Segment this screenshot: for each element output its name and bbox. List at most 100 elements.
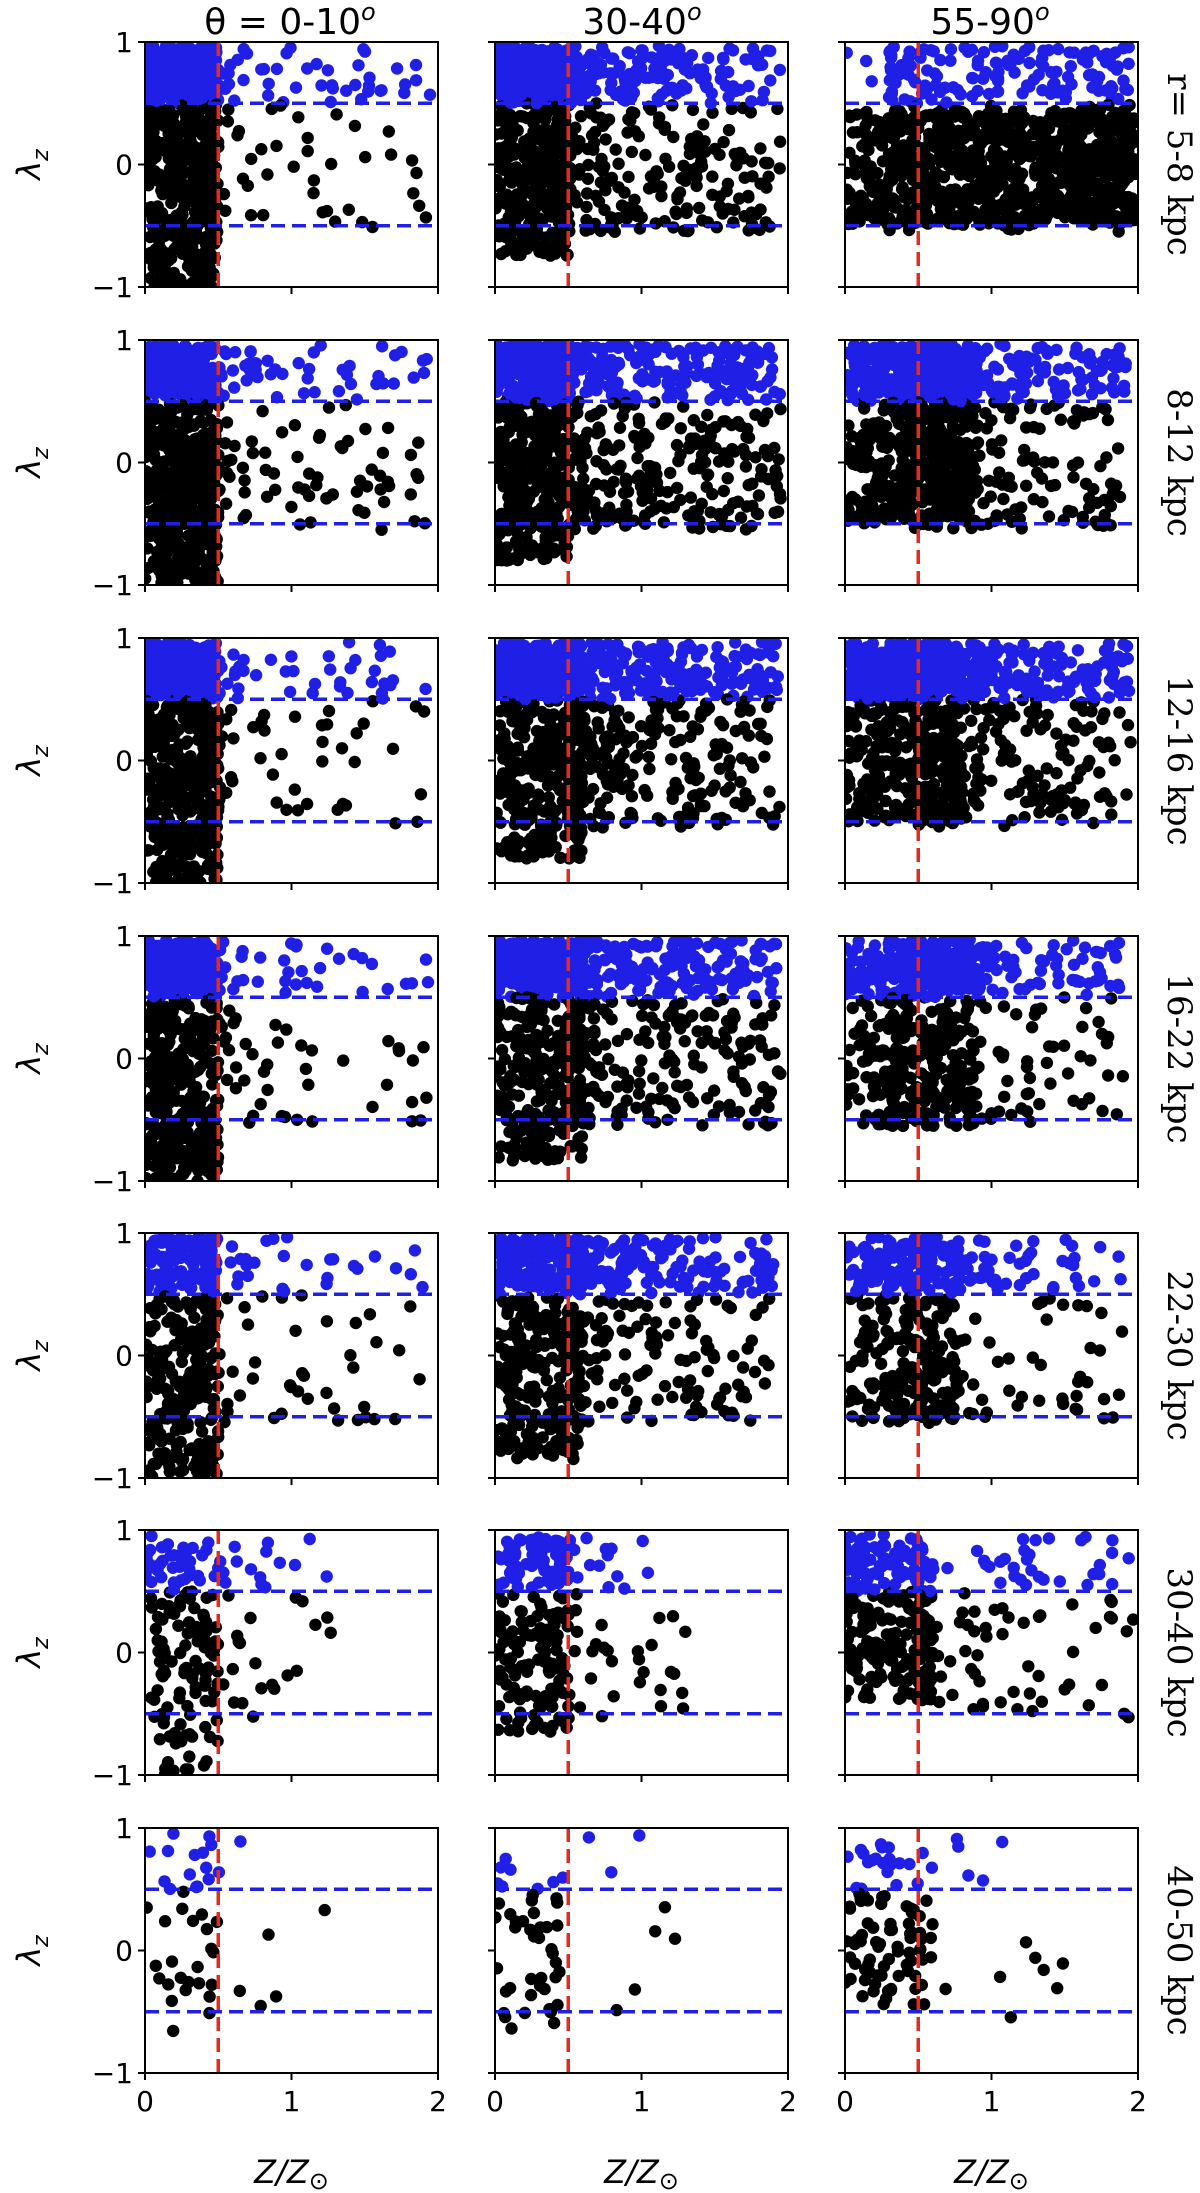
data-point (1065, 188, 1078, 201)
data-point (533, 124, 546, 137)
data-point (552, 59, 565, 72)
data-point (152, 81, 165, 95)
data-point (189, 447, 203, 460)
data-point (670, 438, 684, 452)
data-point (514, 248, 527, 262)
data-point (269, 483, 282, 496)
data-point (375, 523, 388, 536)
data-point (255, 143, 268, 156)
data-point (988, 42, 1002, 53)
data-point (690, 369, 703, 383)
data-point (502, 60, 515, 73)
data-point (605, 366, 618, 379)
data-point (236, 172, 250, 185)
data-point (971, 54, 985, 67)
data-point (195, 384, 208, 397)
data-point (413, 199, 426, 212)
data-point (186, 528, 200, 542)
data-point (621, 126, 634, 139)
data-point (301, 131, 314, 145)
data-point (605, 52, 618, 65)
data-point (221, 115, 235, 128)
data-point (261, 354, 274, 367)
data-point (322, 401, 336, 414)
data-point (581, 385, 595, 398)
data-point (301, 144, 314, 158)
data-point (169, 429, 182, 442)
data-point (499, 541, 513, 554)
data-point (619, 209, 633, 222)
data-point (631, 451, 644, 465)
data-point (310, 57, 323, 71)
data-point (632, 372, 645, 385)
data-point (362, 79, 376, 92)
data-point (701, 408, 714, 422)
data-point (845, 46, 853, 59)
data-point (193, 578, 206, 585)
data-point (904, 59, 917, 72)
data-point (768, 385, 781, 399)
data-point (495, 113, 506, 127)
data-point (578, 483, 592, 496)
data-point (357, 43, 370, 56)
data-point (1119, 135, 1132, 148)
data-point (990, 144, 1003, 158)
data-point (658, 415, 672, 429)
data-point (578, 358, 592, 372)
data-point (858, 517, 871, 530)
data-point (145, 477, 156, 491)
data-point (952, 410, 965, 423)
data-point (578, 432, 591, 445)
data-point (572, 63, 585, 76)
data-point (743, 356, 756, 369)
data-point (348, 119, 362, 133)
data-point (578, 442, 592, 455)
data-point (639, 148, 652, 162)
data-point (695, 455, 708, 468)
data-point (927, 45, 940, 58)
data-point (376, 446, 390, 460)
data-point (1098, 200, 1112, 213)
data-point (772, 453, 785, 466)
data-point (597, 443, 610, 457)
data-point (544, 466, 557, 480)
data-point (606, 512, 619, 525)
data-point (632, 416, 646, 430)
ytick-label: −1 (92, 271, 133, 304)
data-point (742, 189, 755, 203)
data-point (159, 389, 172, 402)
data-point (661, 377, 674, 391)
data-point (879, 419, 893, 433)
data-point (551, 199, 565, 212)
data-point (917, 158, 930, 172)
data-point (739, 344, 752, 357)
data-point (607, 475, 620, 489)
data-point (151, 555, 164, 569)
data-point (179, 46, 192, 59)
data-point (146, 72, 160, 85)
data-point (899, 203, 912, 217)
data-point (728, 203, 741, 216)
data-point (203, 477, 216, 491)
data-point (285, 500, 298, 514)
data-point (929, 184, 942, 197)
data-point (641, 477, 654, 490)
data-point (773, 63, 787, 77)
data-point (336, 441, 349, 455)
data-point (155, 569, 168, 583)
data-point (1119, 82, 1132, 96)
data-point (527, 109, 541, 122)
data-point (530, 97, 543, 110)
data-point (604, 83, 617, 97)
data-point (711, 359, 724, 372)
data-point (172, 276, 185, 287)
data-point (981, 165, 995, 178)
data-point (515, 436, 528, 449)
data-point (716, 207, 729, 220)
data-point (872, 115, 886, 129)
data-point (219, 204, 232, 217)
data-point (320, 204, 334, 218)
data-point (723, 519, 737, 533)
data-point (632, 469, 646, 482)
scatter-points (845, 42, 1138, 238)
